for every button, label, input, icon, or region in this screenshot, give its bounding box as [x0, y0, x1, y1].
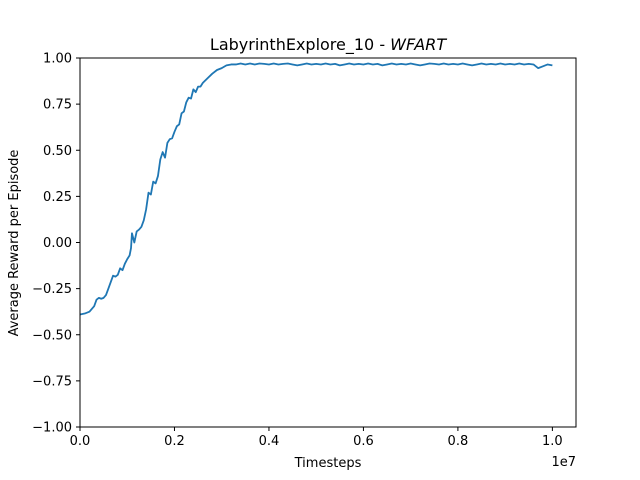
x-tick-label: 0.0 — [70, 434, 91, 449]
x-tick-label: 0.4 — [259, 434, 280, 449]
y-tick-label: 0.00 — [43, 236, 72, 251]
y-tick-label: −0.25 — [32, 282, 72, 297]
y-axis-label: Average Reward per Episode — [7, 150, 22, 337]
y-tick-label: 0.75 — [43, 98, 72, 113]
x-axis-label: Timesteps — [294, 456, 362, 471]
chart-title-emphasis: WFART — [390, 35, 447, 54]
y-tick-label: −0.75 — [32, 374, 72, 389]
chart-title: LabyrinthExplore_10 - WFART — [210, 35, 447, 55]
x-tick-label: 0.6 — [353, 434, 374, 449]
y-tick-label: 0.50 — [43, 144, 72, 159]
x-axis-offset-label: 1e7 — [551, 455, 576, 470]
plot-area: 0.0 0.2 0.4 0.6 0.8 1.0 −1.00 −0.75 −0.50 −0.25 0.… — [32, 52, 577, 449]
chart-title-main: LabyrinthExplore_10 - — [210, 35, 390, 55]
x-tick-label: 0.8 — [448, 434, 469, 449]
y-tick-label: 0.25 — [43, 190, 72, 205]
series-line-0 — [79, 62, 553, 316]
y-tick-label: −0.50 — [32, 328, 72, 343]
y-tick-label: 1.00 — [43, 52, 72, 67]
x-tick-label: 0.2 — [164, 434, 185, 449]
x-tick-label: 1.0 — [542, 434, 563, 449]
y-tick-label: −1.00 — [32, 421, 72, 436]
